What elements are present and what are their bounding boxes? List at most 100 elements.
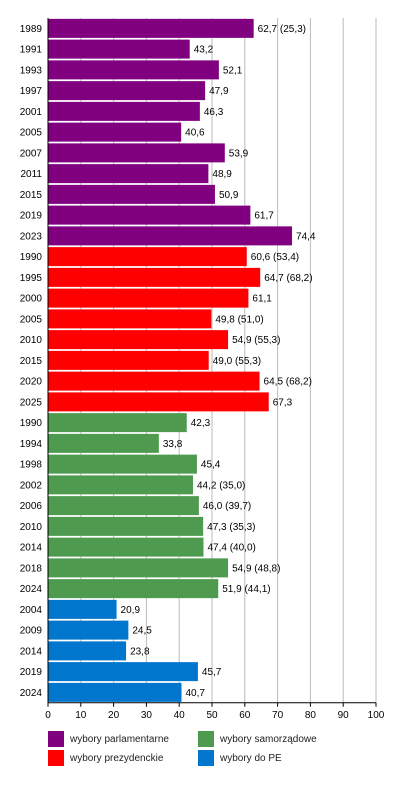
bar: [48, 475, 193, 495]
category-label: 2023: [20, 231, 43, 242]
category-label: 1997: [20, 86, 43, 97]
data-label: 20,9: [121, 605, 141, 616]
x-tick-label: 30: [141, 710, 153, 721]
category-label: 1993: [20, 65, 43, 76]
data-label: 40,6: [185, 128, 205, 139]
bar: [48, 205, 251, 225]
category-label: 2005: [20, 128, 43, 139]
bar: [48, 392, 269, 412]
data-label: 23,8: [130, 646, 150, 657]
data-label: 47,9: [209, 86, 229, 97]
bar: [48, 599, 117, 619]
bar: [48, 454, 197, 474]
x-tick-label: 40: [174, 710, 186, 721]
category-label: 2009: [20, 626, 43, 637]
x-tick-label: 100: [368, 710, 385, 721]
data-label: 52,1: [223, 65, 243, 76]
data-label: 49,8 (51,0): [215, 314, 263, 325]
bar: [48, 413, 187, 433]
category-label: 1991: [20, 45, 43, 56]
data-label: 61,7: [254, 211, 274, 222]
category-label: 2020: [20, 377, 43, 388]
data-label: 64,5 (68,2): [264, 377, 312, 388]
category-label: 2010: [20, 335, 43, 346]
bar: [48, 247, 247, 267]
bar: [48, 101, 200, 121]
data-label: 64,7 (68,2): [264, 273, 312, 284]
category-label: 1989: [20, 24, 43, 35]
category-label: 1994: [20, 439, 43, 450]
bar: [48, 496, 199, 516]
bar: [48, 226, 293, 246]
bar: [48, 330, 229, 350]
bar: [48, 350, 209, 370]
x-tick-label: 20: [108, 710, 120, 721]
data-label: 54,9 (48,8): [232, 563, 280, 574]
data-label: 62,7 (25,3): [258, 24, 306, 35]
x-tick-label: 80: [305, 710, 317, 721]
data-label: 24,5: [132, 626, 152, 637]
data-label: 47,3 (35,3): [207, 522, 255, 533]
category-label: 2024: [20, 688, 43, 699]
bar: [48, 143, 225, 163]
category-label: 1990: [20, 418, 43, 429]
data-label: 74,4: [296, 231, 316, 242]
bar: [48, 309, 212, 329]
bar: [48, 579, 219, 599]
data-label: 45,7: [202, 667, 222, 678]
category-label: 2005: [20, 314, 43, 325]
bar: [48, 620, 129, 640]
category-label: 2001: [20, 107, 43, 118]
category-label: 2015: [20, 356, 43, 367]
data-label: 67,3: [273, 397, 293, 408]
data-label: 42,3: [191, 418, 211, 429]
category-label: 2006: [20, 501, 43, 512]
x-tick-label: 90: [338, 710, 350, 721]
x-tick-label: 50: [206, 710, 218, 721]
bar: [48, 433, 159, 453]
category-label: 1990: [20, 252, 43, 263]
category-label: 2014: [20, 646, 43, 657]
bar: [48, 516, 204, 536]
bar: [48, 164, 209, 184]
category-label: 2010: [20, 522, 43, 533]
category-label: 2000: [20, 294, 43, 305]
bar: [48, 60, 219, 80]
x-tick-label: 60: [239, 710, 251, 721]
category-label: 2024: [20, 584, 43, 595]
bar: [48, 122, 182, 142]
data-label: 60,6 (53,4): [251, 252, 299, 263]
bar: [48, 267, 261, 287]
data-label: 40,7: [185, 688, 205, 699]
category-label: 2004: [20, 605, 43, 616]
bar: [48, 18, 254, 38]
bar: [48, 81, 206, 101]
data-label: 54,9 (55,3): [232, 335, 280, 346]
bar: [48, 371, 260, 391]
data-label: 61,1: [252, 294, 272, 305]
x-tick-label: 10: [75, 710, 87, 721]
category-label: 2015: [20, 190, 43, 201]
bar: [48, 682, 182, 702]
data-label: 46,3: [204, 107, 224, 118]
x-tick-label: 70: [272, 710, 284, 721]
bar: [48, 662, 198, 682]
data-label: 51,9 (44,1): [222, 584, 270, 595]
bar: [48, 288, 249, 308]
data-label: 44,2 (35,0): [197, 480, 245, 491]
category-label: 2002: [20, 480, 43, 491]
data-label: 48,9: [212, 169, 232, 180]
category-label: 2007: [20, 148, 43, 159]
category-label: 2019: [20, 211, 43, 222]
category-label: 2025: [20, 397, 43, 408]
category-label: 2014: [20, 543, 43, 554]
data-label: 49,0 (55,3): [213, 356, 261, 367]
bar: [48, 39, 190, 59]
data-label: 45,4: [201, 460, 221, 471]
data-label: 47,4 (40,0): [207, 543, 255, 554]
data-label: 33,8: [163, 439, 183, 450]
bar: [48, 558, 229, 578]
category-label: 2018: [20, 563, 43, 574]
category-label: 2011: [20, 169, 42, 180]
